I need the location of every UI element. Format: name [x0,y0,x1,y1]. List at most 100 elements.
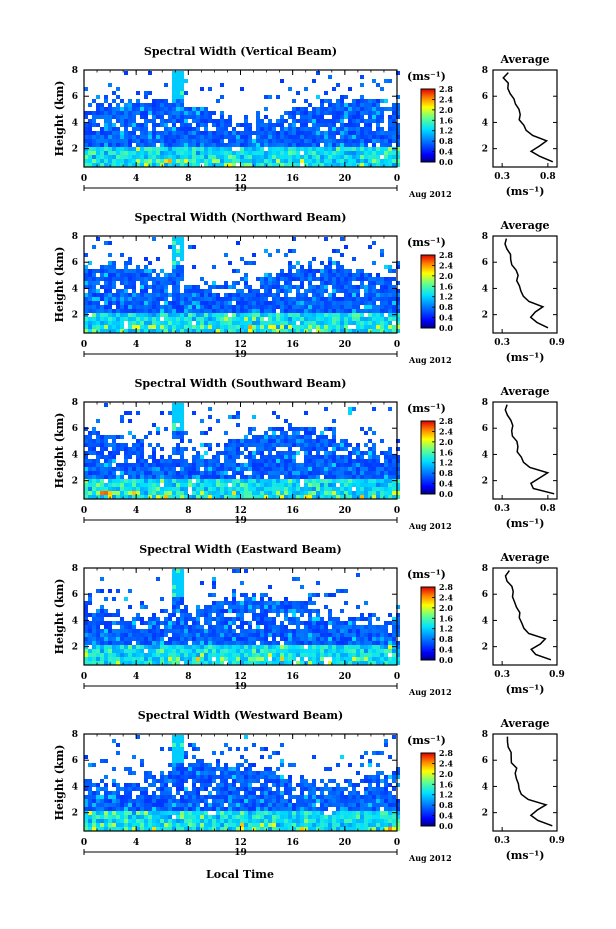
profile-y-tick-label: 2 [482,145,488,155]
colorbar-tick-label: 0.4 [439,811,453,821]
x-tick-label: 16 [286,838,299,848]
profile-y-tick-label: 4 [482,616,488,626]
colorbar-tick-label: 1.2 [439,126,453,136]
profile-x-label: (ms⁻¹) [506,185,545,198]
colorbar-unit-label: (ms⁻¹) [407,402,446,415]
profile-y-tick-label: 8 [482,564,488,574]
panel-title: Spectral Width (Eastward Beam) [139,543,341,556]
x-tick-label: 0 [81,506,87,516]
y-tick-label: 6 [72,258,78,268]
colorbar-tick-label: 0.0 [439,489,453,499]
x-tick-label: 8 [185,672,191,682]
profile-y-tick-label: 8 [482,66,488,76]
colorbar-unit-label: (ms⁻¹) [407,236,446,249]
profile-x-tick-label: 0.9 [549,670,565,680]
colorbar [420,420,436,495]
profile-frame [492,235,558,334]
profile-line [504,570,552,661]
x-tick-label: 4 [133,672,139,682]
profile-x-tick-label: 0.3 [494,504,510,514]
colorbar [420,254,436,329]
panel-3: Spectral Width (Southward Beam) 2 4 6 8 Heigh… [53,377,558,531]
x-tick-label: 20 [339,838,352,848]
month-label: Aug 2012 [408,853,452,863]
colorbar [420,752,436,827]
profile-line [506,736,553,827]
colorbar-tick-label: 2.0 [439,105,453,115]
y-tick-label: 2 [72,477,78,487]
profile-x-tick-label: 0.3 [494,836,510,846]
colorbar-tick-label: 1.6 [439,447,453,457]
y-axis-label: Height (km) [53,81,66,157]
y-tick-label: 2 [72,311,78,321]
profile-x-label: (ms⁻¹) [506,351,545,364]
profile-y-tick-label: 8 [482,232,488,242]
colorbar-tick-label: 0.0 [439,821,453,831]
colorbar-tick-label: 2.0 [439,769,453,779]
x-tick-label: 0 [394,174,400,184]
profile-x-tick-label: 0.3 [494,670,510,680]
colorbar-tick-label: 1.2 [439,458,453,468]
panel-1: Spectral Width (Vertical Beam) 2 4 6 8 Height… [53,45,558,199]
profile-title: Average [499,385,549,398]
profile-title: Average [499,53,549,66]
colorbar-tick-label: 0.4 [439,147,453,157]
profile-x-tick-label: 0.3 [494,338,510,348]
profile-y-tick-label: 8 [482,398,488,408]
panel-title: Spectral Width (Southward Beam) [134,377,346,390]
colorbar-tick-label: 2.0 [439,603,453,613]
x-axis-label: Local Time [206,868,274,881]
x-tick-label: 20 [339,174,352,184]
colorbar-tick-label: 0.4 [439,479,453,489]
y-tick-label: 6 [72,424,78,434]
colorbar-tick-label: 1.6 [439,115,453,125]
profile-y-tick-label: 4 [482,284,488,294]
heatmap-field [84,237,400,333]
x-tick-label: 12 [234,672,247,682]
x-tick-label: 20 [339,340,352,350]
profile-y-tick-label: 8 [482,730,488,740]
y-tick-label: 6 [72,756,78,766]
colorbar-tick-label: 0.0 [439,323,453,333]
x-tick-label: 8 [185,838,191,848]
profile-y-tick-label: 2 [482,311,488,321]
colorbar-tick-label: 0.8 [439,468,453,478]
panel-title: Spectral Width (Westward Beam) [138,709,343,722]
y-tick-label: 2 [72,643,78,653]
profile-line [504,238,549,329]
colorbar-tick-label: 0.0 [439,157,453,167]
colorbar-tick-label: 0.4 [439,645,453,655]
profile-frame [492,567,558,666]
x-tick-label: 0 [394,506,400,516]
profile-x-label: (ms⁻¹) [506,849,545,862]
y-axis-label: Height (km) [53,247,66,323]
x-tick-label: 4 [133,174,139,184]
profile-x-tick-label: 0.3 [494,172,510,182]
colorbar-tick-label: 1.6 [439,281,453,291]
profile-y-tick-label: 6 [482,258,488,268]
y-tick-label: 8 [72,232,78,242]
colorbar-tick-label: 0.8 [439,136,453,146]
x-tick-label: 12 [234,174,247,184]
x-tick-label: 16 [286,174,299,184]
x-tick-label: 0 [394,838,400,848]
y-tick-label: 2 [72,809,78,819]
colorbar-tick-label: 0.8 [439,302,453,312]
profile-y-tick-label: 6 [482,756,488,766]
y-axis-label: Height (km) [53,579,66,655]
colorbar-tick-label: 0.4 [439,313,453,323]
profile-frame [492,733,558,832]
y-tick-label: 4 [72,284,78,294]
profile-frame [492,401,558,500]
day-label: 19 [234,350,247,360]
colorbar-tick-label: 2.8 [439,748,453,758]
profile-y-tick-label: 2 [482,643,488,653]
colorbar-tick-label: 1.2 [439,624,453,634]
heatmap-field [84,735,400,831]
y-tick-label: 4 [72,782,78,792]
y-axis-label: Height (km) [53,745,66,821]
x-tick-label: 0 [81,838,87,848]
colorbar-tick-label: 2.4 [439,426,453,436]
x-tick-label: 4 [133,838,139,848]
